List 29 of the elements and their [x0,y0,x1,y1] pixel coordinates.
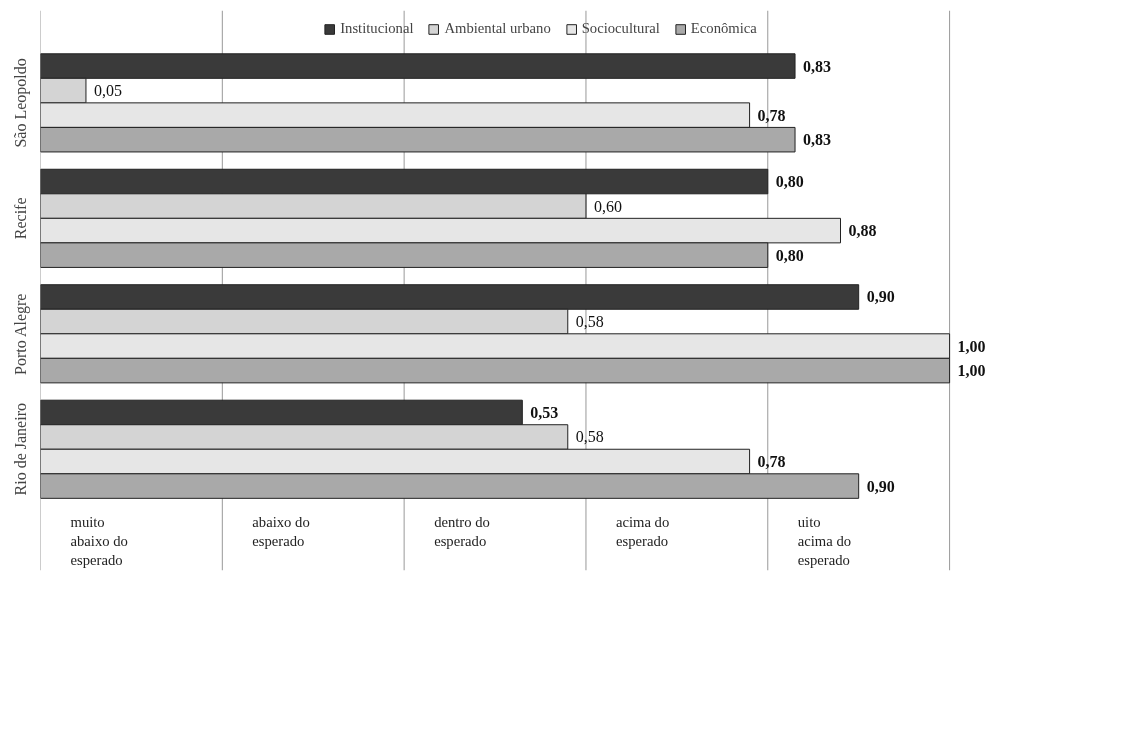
ref-line-label: dentro do esperado [434,513,490,550]
data-label: 0,58 [575,428,604,446]
data-label: 0,78 [757,453,786,471]
legend-label: Econômica [690,20,757,37]
ref-line-label: acima do esperado [615,513,670,550]
ref-line-label: uito acima do esperado [797,513,852,569]
data-label: 0,80 [775,173,804,191]
data-label: 0,90 [866,288,895,306]
data-label: 0,58 [575,313,604,331]
data-label: 0,88 [848,222,877,240]
ref-line-label: abaixo do esperado [252,513,310,550]
legend-label: Institucional [340,20,414,37]
y-tick-label: Recife [12,197,30,240]
y-tick-label: Rio de Janeiro [12,403,30,496]
y-tick-label: São Leopoldo [12,58,31,148]
data-label: 1,00 [957,337,986,355]
data-label: 0,60 [593,197,622,215]
data-label: 0,83 [803,57,832,75]
legend-label: Ambiental urbano [444,20,551,37]
data-label: 0,78 [757,106,786,124]
data-label: 0,83 [803,131,832,149]
data-label: 0,80 [775,246,804,264]
legend-label: Sociocultural [581,20,660,37]
data-label: 1,00 [957,362,986,380]
ref-line-label: muito abaixo do esperado [70,513,128,569]
data-label: 0,05 [93,82,122,100]
data-label: 0,90 [866,477,895,495]
y-tick-label: Porto Alegre [12,293,31,375]
data-label: 0,53 [530,403,559,421]
